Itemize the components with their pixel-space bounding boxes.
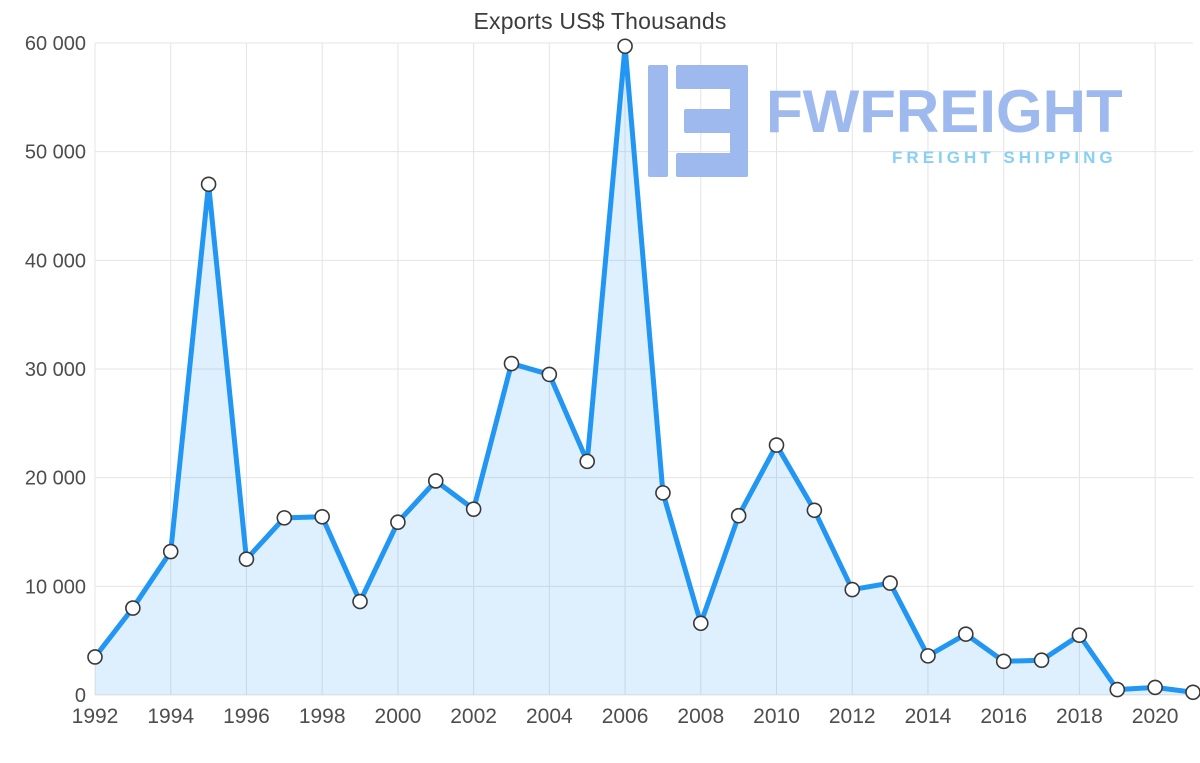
x-axis-tick-label: 2004: [526, 705, 573, 728]
data-point[interactable]: [655, 485, 671, 501]
data-point[interactable]: [465, 501, 482, 517]
y-axis-tick-label: 40 000: [25, 250, 86, 272]
data-point[interactable]: [730, 507, 747, 524]
data-point[interactable]: [125, 600, 141, 616]
data-point[interactable]: [958, 626, 974, 642]
x-axis-tick-label: 1992: [72, 705, 119, 728]
data-point[interactable]: [617, 38, 633, 55]
data-point[interactable]: [200, 176, 217, 193]
data-point[interactable]: [1109, 681, 1126, 698]
data-point[interactable]: [87, 649, 103, 665]
data-point[interactable]: [692, 615, 709, 632]
x-axis-tick-label: 2002: [450, 705, 497, 728]
x-axis-tick-label: 2006: [602, 705, 649, 728]
x-axis-tick-label: 2010: [753, 705, 800, 728]
x-axis-tick-label: 2018: [1056, 705, 1103, 728]
y-axis-tick-label: 10 000: [25, 576, 86, 598]
data-point[interactable]: [352, 593, 368, 610]
x-axis-tick-label: 1998: [299, 705, 346, 728]
data-point[interactable]: [238, 551, 255, 567]
chart-title: Exports US$ Thousands: [473, 8, 727, 34]
data-point[interactable]: [427, 473, 444, 489]
data-point[interactable]: [314, 508, 330, 525]
data-point[interactable]: [503, 355, 520, 372]
data-point[interactable]: [806, 502, 823, 519]
data-point[interactable]: [995, 653, 1012, 670]
data-point[interactable]: [162, 543, 179, 560]
data-point[interactable]: [541, 366, 558, 383]
data-point[interactable]: [1147, 679, 1163, 696]
y-axis-tick-label: 20 000: [25, 468, 86, 490]
data-point[interactable]: [1185, 684, 1200, 701]
data-point[interactable]: [579, 453, 596, 470]
x-axis-tick-label: 1996: [223, 705, 270, 728]
data-point[interactable]: [882, 575, 898, 591]
data-point[interactable]: [1033, 652, 1050, 669]
data-point[interactable]: [920, 648, 936, 664]
x-axis-tick-label: 2012: [829, 705, 876, 728]
x-axis-tick-label: 2014: [905, 705, 952, 728]
data-point[interactable]: [390, 514, 406, 531]
x-axis-tick-label: 2020: [1132, 705, 1179, 728]
y-axis-tick-label: 0: [75, 685, 86, 707]
data-point[interactable]: [276, 510, 293, 526]
x-axis-tick-label: 2008: [677, 705, 724, 728]
x-axis-tick-label: 1994: [147, 705, 194, 728]
series-area-fill: [95, 46, 1193, 695]
y-axis-tick-label: 50 000: [25, 142, 86, 164]
y-axis-tick-label: 30 000: [25, 359, 86, 381]
y-axis-tick-label: 60 000: [25, 33, 86, 55]
data-point[interactable]: [844, 581, 861, 598]
x-axis-tick-label: 2016: [980, 705, 1027, 728]
data-point[interactable]: [1071, 627, 1088, 644]
x-axis-tick-label: 2000: [375, 705, 422, 728]
data-point[interactable]: [768, 437, 785, 453]
